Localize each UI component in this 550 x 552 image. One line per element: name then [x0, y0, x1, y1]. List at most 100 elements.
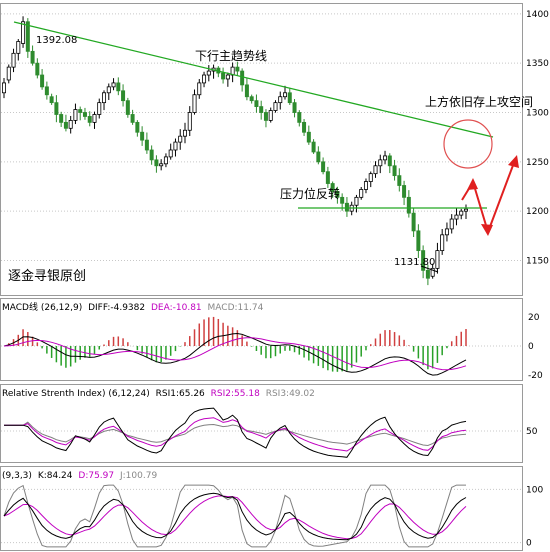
- candle-body: [368, 173, 373, 182]
- rsi-panel-frame: [0, 384, 523, 463]
- candle-body: [425, 269, 430, 279]
- y-tick-label: 1350: [526, 59, 549, 69]
- candle-body: [240, 70, 245, 86]
- candle-body: [449, 218, 454, 230]
- rsi-title: Relative Strenth Index) (6,12,24): [2, 389, 150, 399]
- candle-body: [221, 72, 226, 80]
- macd-header: MACD线 (26,12,9) DIFF:-4.9382 DEA:-10.81 …: [2, 301, 264, 313]
- candle-body: [106, 86, 111, 94]
- candle-body: [287, 92, 292, 104]
- projection-arrowhead-3: [508, 155, 519, 168]
- candle-body: [59, 114, 64, 123]
- candle-body: [421, 250, 426, 271]
- candle-body: [435, 250, 440, 269]
- trend-line-label: 下行主趋势线: [195, 49, 267, 63]
- candle-body: [311, 141, 316, 153]
- low-price-label: 1131.80: [394, 257, 435, 268]
- candle-body: [178, 135, 183, 143]
- candle-body: [283, 92, 288, 98]
- candle-body: [273, 102, 278, 111]
- candle-body: [187, 112, 192, 131]
- candle-body: [235, 66, 240, 72]
- candle-body: [21, 21, 26, 44]
- low-pointer-line: [420, 265, 439, 273]
- macd-dif-line: [3, 332, 467, 376]
- candle-body: [411, 212, 416, 232]
- candle-body: [192, 94, 197, 113]
- candle-body: [173, 141, 178, 151]
- macd-tick-label: 0: [528, 342, 534, 352]
- candle-body: [378, 159, 383, 167]
- candle-body: [6, 66, 11, 81]
- kdj-j-line: [3, 484, 466, 548]
- candle-body: [321, 161, 326, 173]
- candle-body: [16, 41, 21, 54]
- candle-body: [340, 196, 345, 204]
- candle-body: [292, 102, 297, 113]
- candle-body: [111, 82, 116, 88]
- circle-label: 上方依旧存上攻空间: [425, 94, 533, 109]
- candle-body: [387, 155, 392, 167]
- candle-body: [149, 149, 154, 161]
- rsi3-line: [4, 421, 467, 447]
- candle-body: [125, 100, 130, 115]
- main-panel-frame: [0, 3, 523, 296]
- candle-body: [297, 112, 302, 123]
- candle-body: [87, 116, 92, 123]
- downtrend-line: [13, 21, 494, 138]
- rsi2-label: RSI2:55.18: [211, 389, 260, 399]
- candle-body: [430, 267, 435, 277]
- candle-body: [440, 234, 445, 252]
- projection-arrowhead-2: [481, 224, 493, 236]
- candle-body: [344, 202, 349, 212]
- candle-body: [116, 82, 121, 92]
- candle-body: [197, 82, 202, 96]
- candle-body: [121, 90, 126, 102]
- y-tick-label: 1400: [526, 10, 549, 20]
- candle-body: [444, 228, 449, 236]
- candle-body: [463, 208, 468, 212]
- target-circle: [443, 119, 493, 169]
- candle-body: [354, 196, 359, 206]
- macd-tick-label: 20: [528, 313, 540, 323]
- kdj-panel-frame: [0, 466, 523, 551]
- candle-body: [254, 100, 259, 107]
- candle-body: [225, 74, 230, 80]
- candle-body: [302, 121, 307, 133]
- candle-body: [259, 106, 264, 113]
- y-tick-label: 1200: [526, 207, 549, 217]
- candle-body: [392, 165, 397, 177]
- candle-body: [406, 196, 411, 214]
- candle-body: [82, 112, 87, 117]
- candle-body: [130, 114, 135, 123]
- candle-body: [40, 74, 45, 88]
- watermark-label: 逐金寻银原创: [8, 268, 86, 284]
- candle-body: [206, 70, 211, 76]
- candle-body: [244, 84, 249, 98]
- candle-body: [454, 214, 459, 220]
- candle-body: [278, 96, 283, 104]
- candle-body: [144, 139, 149, 151]
- y-tick-label: 1250: [526, 158, 549, 168]
- candle-body: [44, 86, 49, 96]
- candle-body: [373, 165, 378, 175]
- kdj-j-label: J:100.79: [119, 471, 157, 481]
- candle-body: [335, 191, 340, 198]
- candle-body: [73, 109, 78, 121]
- kdj-tick-label: 100: [526, 485, 543, 495]
- candle-body: [25, 21, 30, 52]
- indicator-series: [3, 316, 467, 548]
- candle-body: [11, 52, 16, 68]
- candle-body: [163, 156, 168, 165]
- candle-body: [78, 109, 83, 113]
- rsi-header: Relative Strenth Index) (6,12,24) RSI1:6…: [2, 389, 315, 399]
- rsi2-line: [4, 417, 467, 452]
- macd-dea-line: [3, 337, 467, 371]
- kdj-k-line: [3, 492, 467, 541]
- candle-body: [416, 230, 421, 252]
- candle-body: [182, 129, 187, 137]
- rsi1-label: RSI1:65.26: [156, 389, 205, 399]
- candle-body: [202, 74, 207, 84]
- macd-dea-label: DEA:-10.81: [151, 303, 202, 313]
- candle-body: [330, 183, 335, 192]
